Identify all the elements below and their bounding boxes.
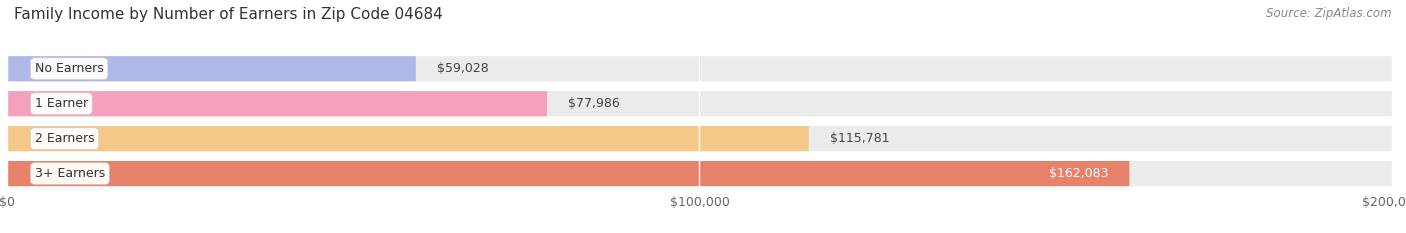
Text: 2 Earners: 2 Earners [35, 132, 94, 145]
FancyBboxPatch shape [7, 91, 1392, 116]
FancyBboxPatch shape [7, 161, 1129, 186]
Text: Family Income by Number of Earners in Zip Code 04684: Family Income by Number of Earners in Zi… [14, 7, 443, 22]
FancyBboxPatch shape [7, 126, 808, 151]
Text: $115,781: $115,781 [830, 132, 889, 145]
FancyBboxPatch shape [7, 91, 547, 116]
FancyBboxPatch shape [7, 126, 1392, 151]
FancyBboxPatch shape [7, 161, 1392, 186]
Text: $77,986: $77,986 [568, 97, 620, 110]
FancyBboxPatch shape [7, 56, 1392, 81]
Text: $59,028: $59,028 [436, 62, 488, 75]
Text: $162,083: $162,083 [1049, 167, 1108, 180]
FancyBboxPatch shape [7, 56, 416, 81]
Text: Source: ZipAtlas.com: Source: ZipAtlas.com [1267, 7, 1392, 20]
Text: 3+ Earners: 3+ Earners [35, 167, 105, 180]
Text: No Earners: No Earners [35, 62, 104, 75]
Text: 1 Earner: 1 Earner [35, 97, 87, 110]
